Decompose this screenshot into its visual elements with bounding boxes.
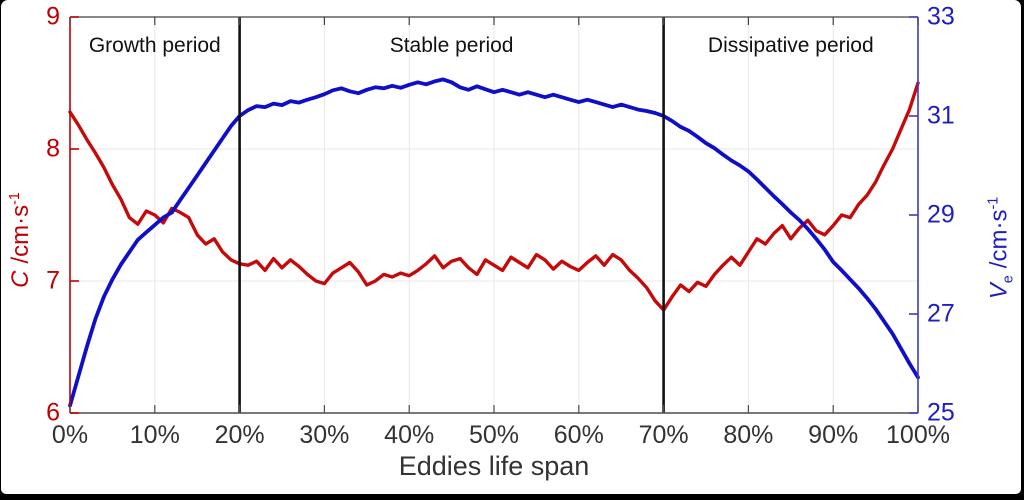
- gridlines: [70, 17, 918, 413]
- series-lines: [68, 77, 920, 408]
- axis-ticks: [69, 16, 919, 414]
- c-series-line: [68, 81, 920, 312]
- ve-series-line: [68, 77, 920, 408]
- period-divider-lines: [238, 17, 665, 413]
